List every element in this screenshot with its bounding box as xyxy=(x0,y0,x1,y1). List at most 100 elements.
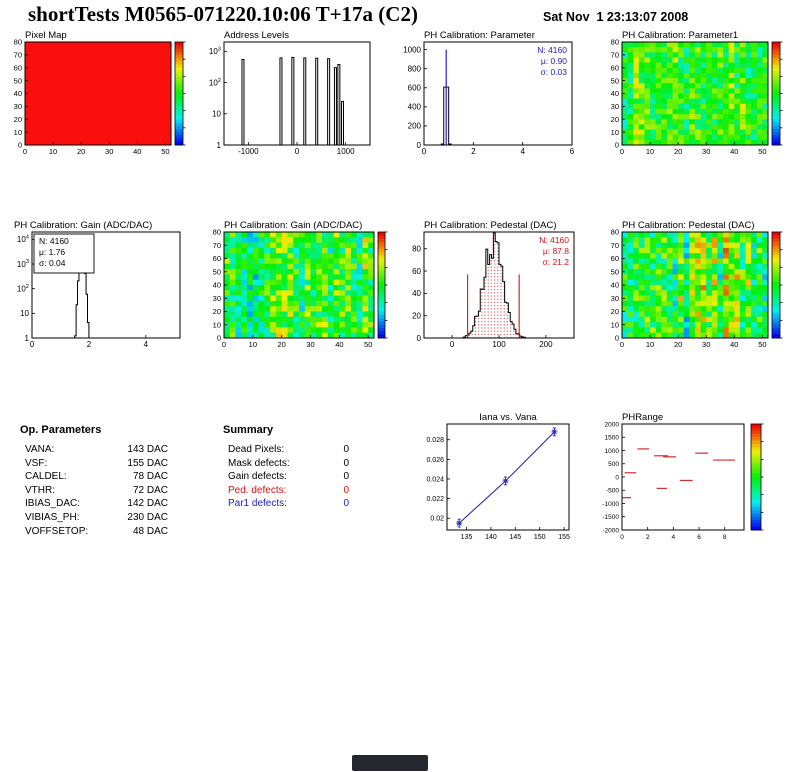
svg-text:102: 102 xyxy=(17,284,29,294)
svg-text:102: 102 xyxy=(209,78,221,88)
svg-text:150: 150 xyxy=(534,534,546,541)
svg-text:4: 4 xyxy=(144,340,149,349)
summary-value: 0 xyxy=(343,484,349,496)
svg-text:50: 50 xyxy=(758,147,766,156)
svg-text:Address Levels: Address Levels xyxy=(224,30,289,41)
summary-value: 0 xyxy=(343,498,349,510)
param-row-caldel: CALDEL: 78 DAC xyxy=(20,470,168,484)
svg-text:80: 80 xyxy=(14,38,22,47)
svg-text:20: 20 xyxy=(611,115,619,124)
svg-text:50: 50 xyxy=(611,267,619,276)
summary-label: Par1 defects: xyxy=(228,498,287,510)
svg-text:40: 40 xyxy=(730,340,738,349)
param-value: 143 DAC xyxy=(127,444,168,455)
summary-value: 0 xyxy=(343,471,349,483)
svg-text:70: 70 xyxy=(213,241,221,250)
param-label: CALDEL: xyxy=(25,471,67,483)
svg-text:70: 70 xyxy=(611,241,619,250)
summary-value: 0 xyxy=(343,444,349,455)
svg-text:1000: 1000 xyxy=(605,448,620,455)
svg-text:10: 10 xyxy=(212,110,221,119)
svg-text:10: 10 xyxy=(611,128,619,137)
svg-text:30: 30 xyxy=(611,102,619,111)
summary-block: Summary Dead Pixels: 0 Mask defects: 0 G… xyxy=(223,424,349,511)
svg-text:N: 4160: N: 4160 xyxy=(537,45,567,55)
svg-text:145: 145 xyxy=(509,534,521,541)
svg-text:PH Calibration: Pedestal (DAC): PH Calibration: Pedestal (DAC) xyxy=(424,220,557,231)
svg-text:0.028: 0.028 xyxy=(426,437,444,444)
svg-text:135: 135 xyxy=(461,534,473,541)
param-row-vsf: VSF: 155 DAC xyxy=(20,457,168,471)
svg-text:60: 60 xyxy=(611,254,619,263)
param-row-vibias-ph: VIBIAS_PH: 230 DAC xyxy=(20,511,168,525)
svg-text:40: 40 xyxy=(133,147,141,156)
param-label: VANA: xyxy=(25,444,55,455)
svg-text:0: 0 xyxy=(615,141,619,150)
svg-text:30: 30 xyxy=(14,102,22,111)
svg-text:20: 20 xyxy=(278,340,286,349)
svg-text:0: 0 xyxy=(417,141,422,150)
svg-text:0: 0 xyxy=(295,147,300,156)
svg-text:N: 4160: N: 4160 xyxy=(539,235,569,245)
svg-text:100: 100 xyxy=(492,340,506,349)
svg-text:20: 20 xyxy=(674,147,682,156)
svg-text:10: 10 xyxy=(611,320,619,329)
param-value: 142 DAC xyxy=(127,498,168,510)
svg-text:80: 80 xyxy=(213,228,221,237)
svg-text:μ: 0.90: μ: 0.90 xyxy=(541,56,567,66)
svg-text:60: 60 xyxy=(412,267,421,276)
svg-text:4: 4 xyxy=(520,147,525,156)
param-value: 230 DAC xyxy=(127,511,168,523)
summary-row-gain-defects: Gain defects: 0 xyxy=(223,470,349,484)
summary-label: Ped. defects: xyxy=(228,484,287,496)
svg-text:40: 40 xyxy=(611,89,619,98)
svg-text:2: 2 xyxy=(87,340,92,349)
svg-text:-1500: -1500 xyxy=(602,514,619,521)
svg-text:0: 0 xyxy=(217,334,221,343)
svg-text:PH Calibration: Parameter: PH Calibration: Parameter xyxy=(424,30,535,41)
svg-text:1000: 1000 xyxy=(337,147,355,156)
svg-text:4: 4 xyxy=(672,534,676,541)
svg-text:-1000: -1000 xyxy=(238,147,259,156)
screenshot-artifact xyxy=(352,755,428,771)
svg-text:200: 200 xyxy=(408,122,422,131)
param-row-vthr: VTHR: 72 DAC xyxy=(20,484,168,498)
svg-text:Pixel Map: Pixel Map xyxy=(25,30,67,41)
svg-text:PH Calibration: Parameter1: PH Calibration: Parameter1 xyxy=(622,30,738,41)
param-label: IBIAS_DAC: xyxy=(25,498,81,510)
svg-text:N: 4160: N: 4160 xyxy=(39,236,69,246)
svg-text:200: 200 xyxy=(539,340,553,349)
svg-text:400: 400 xyxy=(408,103,422,112)
svg-text:0: 0 xyxy=(620,534,624,541)
svg-text:20: 20 xyxy=(14,115,22,124)
svg-text:0.02: 0.02 xyxy=(430,516,444,523)
svg-text:30: 30 xyxy=(306,340,314,349)
svg-text:30: 30 xyxy=(105,147,113,156)
svg-text:1500: 1500 xyxy=(605,435,620,442)
svg-text:60: 60 xyxy=(213,254,221,263)
param-value: 78 DAC xyxy=(132,471,168,483)
svg-text:2000: 2000 xyxy=(605,421,620,428)
timestamp: Sat Nov 1 23:13:07 2008 xyxy=(543,10,689,24)
svg-text:10: 10 xyxy=(14,128,22,137)
param-label: VIBIAS_PH: xyxy=(25,511,80,523)
param-label: VTHR: xyxy=(25,484,55,496)
svg-text:50: 50 xyxy=(213,267,221,276)
svg-text:2: 2 xyxy=(471,147,476,156)
svg-text:10: 10 xyxy=(213,320,221,329)
svg-text:6: 6 xyxy=(697,534,701,541)
svg-text:0.026: 0.026 xyxy=(426,457,444,464)
svg-text:104: 104 xyxy=(17,235,30,245)
svg-text:80: 80 xyxy=(611,38,619,47)
svg-text:-500: -500 xyxy=(606,488,619,495)
svg-text:30: 30 xyxy=(213,294,221,303)
svg-text:800: 800 xyxy=(408,65,422,74)
summary-row-mask-defects: Mask defects: 0 xyxy=(223,457,349,471)
svg-text:8: 8 xyxy=(723,534,727,541)
